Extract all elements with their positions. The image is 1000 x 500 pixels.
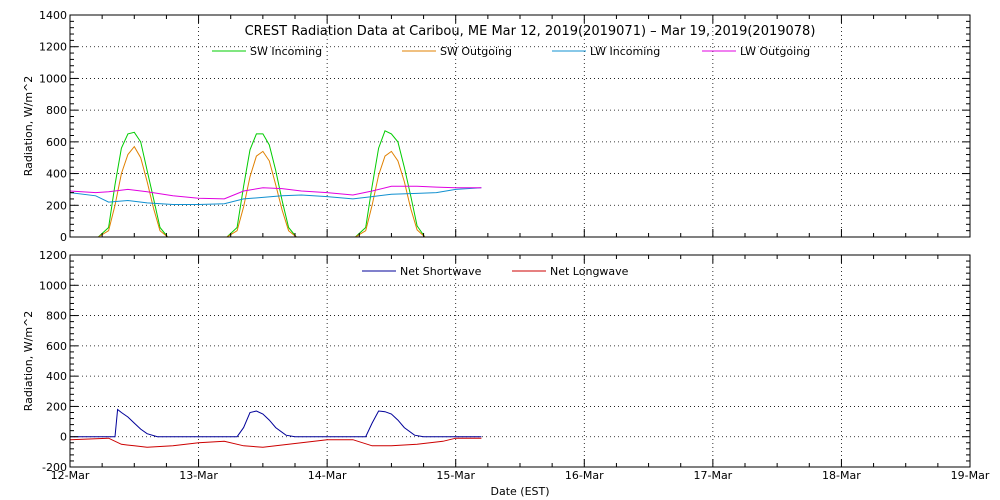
legend-label: Net Longwave — [550, 265, 629, 278]
y-tick-label: 1200 — [39, 41, 67, 54]
legend-label: SW Outgoing — [440, 45, 512, 58]
top-chart-title: CREST Radiation Data at Caribou, ME Mar … — [245, 24, 816, 39]
x-tick-label: 18-Mar — [822, 469, 861, 482]
y-tick-label: -200 — [42, 461, 67, 474]
bottom-y-ticks: -200 0 200 400 600 800 1000 1200 — [39, 249, 970, 474]
top-series — [69, 130, 482, 238]
y-tick-label: 200 — [46, 400, 67, 413]
top-y-axis-label: Radiation, W/m^2 — [22, 76, 35, 177]
legend-label: Net Shortwave — [400, 265, 482, 278]
y-tick-label: 800 — [46, 104, 67, 117]
top-legend: SW Incoming SW Outgoing LW Incoming LW Outg… — [212, 45, 810, 58]
y-tick-label: 1400 — [39, 9, 67, 22]
legend-label: LW Outgoing — [740, 45, 810, 58]
y-tick-label: 400 — [46, 370, 67, 383]
y-tick-label: 0 — [60, 431, 67, 444]
bottom-x-ticks: 12-Mar 13-Mar 14-Mar 15-Mar 16-Mar 17-Mar 18-M… — [51, 255, 990, 482]
x-tick-label: 17-Mar — [693, 469, 732, 482]
bottom-y-axis-label: Radiation, W/m^2 — [22, 311, 35, 412]
series-line — [97, 130, 433, 238]
x-tick-label: 15-Mar — [436, 469, 475, 482]
x-axis-label: Date (EST) — [490, 485, 549, 498]
x-tick-label: 14-Mar — [308, 469, 347, 482]
y-tick-label: 400 — [46, 168, 67, 181]
y-tick-label: 200 — [46, 199, 67, 212]
bottom-panel: -200 0 200 400 600 800 1000 1200 12-Mar 13-Mar 14… — [22, 249, 990, 498]
series-line — [70, 408, 482, 438]
y-tick-label: 0 — [60, 231, 67, 244]
x-tick-label: 12-Mar — [51, 469, 90, 482]
bottom-grid — [70, 255, 970, 467]
y-tick-label: 600 — [46, 136, 67, 149]
y-tick-label: 800 — [46, 310, 67, 323]
x-tick-label: 19-Mar — [951, 469, 990, 482]
top-y-ticks: 0 200 400 600 800 1000 1200 1400 — [39, 9, 970, 244]
legend-label: SW Incoming — [250, 45, 322, 58]
series-line — [69, 187, 482, 205]
bottom-legend: Net Shortwave Net Longwave — [362, 265, 629, 278]
legend-label: LW Incoming — [590, 45, 660, 58]
x-tick-label: 16-Mar — [565, 469, 604, 482]
x-tick-label: 13-Mar — [179, 469, 218, 482]
top-panel: 0 200 400 600 800 1000 1200 1400 CREST Radiatio… — [22, 9, 971, 244]
top-x-ticks — [69, 15, 971, 237]
series-line — [98, 145, 433, 238]
bottom-series — [69, 408, 482, 448]
series-line — [69, 437, 482, 448]
y-tick-label: 1200 — [39, 249, 67, 262]
series-line — [69, 185, 482, 200]
y-tick-label: 1000 — [39, 279, 67, 292]
y-tick-label: 1000 — [39, 72, 67, 85]
top-grid — [70, 15, 970, 237]
y-tick-label: 600 — [46, 340, 67, 353]
